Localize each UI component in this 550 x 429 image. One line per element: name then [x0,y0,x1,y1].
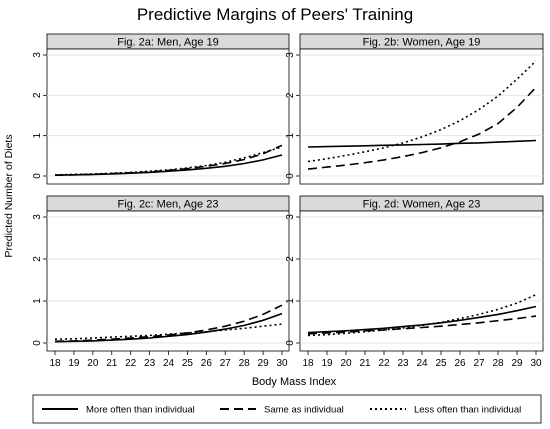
legend: More often than individual Same as indivi… [32,394,542,424]
plot-area [46,48,290,185]
x-tick-label: 21 [106,358,118,369]
panel-1: Fig. 2a: Men, Age 19 0 1 2 3 [32,33,290,185]
x-tick-label: 27 [220,358,232,369]
panel-4: Fig. 2d: Women, Age 23 0 1 2 3 [285,195,544,352]
y-tick-label: 2 [32,92,43,98]
series-line-less-often-than-individual [307,60,537,163]
panel-title: Fig. 2c: Men, Age 23 [118,199,219,211]
x-tick-label: 22 [378,358,390,369]
series-line-same-as-individual [54,144,283,176]
x-tick-label: 28 [239,358,251,369]
y-tick-label: 2 [32,256,43,262]
series-line-more-often-than-individual [307,305,537,334]
y-tick-label: 2 [285,256,296,262]
x-tick-label: 27 [473,358,485,369]
y-tick-label: 1 [32,132,43,138]
series-line-same-as-individual [307,86,537,170]
x-tick-label: 29 [258,358,270,369]
figure-title: Predictive Margins of Peers' Training [137,5,413,24]
x-tick-label: 19 [68,358,80,369]
x-tick-label: 25 [182,358,194,369]
series-line-more-often-than-individual [307,139,537,148]
x-tick-label: 26 [454,358,466,369]
x-tick-label: 23 [397,358,409,369]
plot-area [299,48,544,185]
y-tick-label: 3 [32,214,43,220]
x-tick-label: 21 [359,358,371,369]
x-tick-label: 26 [201,358,213,369]
x-tick-label: 19 [321,358,333,369]
x-tick-label: 22 [125,358,137,369]
panel-3: Fig. 2c: Men, Age 23 0 1 2 3 [32,195,290,352]
legend-label-same-as-individual: Same as individual [264,405,344,416]
y-tick-label: 3 [285,52,296,58]
legend-box [32,394,542,424]
panel-title: Fig. 2b: Women, Age 19 [363,37,481,49]
series-line-same-as-individual [54,304,283,343]
y-tick-label: 1 [285,298,296,304]
y-axis-label: Predicted Number of Diets [3,134,15,257]
x-tick-label: 30 [276,358,288,369]
series-line-less-often-than-individual [54,146,283,176]
x-tick-label: 24 [416,358,428,369]
x-tick-labels-right: 18 19 20 21 22 23 24 25 26 27 28 29 30 [302,351,542,369]
y-tick-label: 3 [32,52,43,58]
x-tick-label: 28 [492,358,504,369]
y-tick-label: 2 [285,92,296,98]
panel-title: Fig. 2d: Women, Age 23 [363,199,481,211]
y-tick-label: 0 [32,340,43,346]
panel-title: Fig. 2a: Men, Age 19 [117,37,219,49]
x-tick-label: 24 [163,358,175,369]
x-tick-labels-left: 18 19 20 21 22 23 24 25 26 27 28 29 30 [49,351,288,369]
legend-label-more-often-than-individual: More often than individual [86,405,195,416]
y-tick-label: 1 [285,132,296,138]
x-tick-label: 18 [302,358,314,369]
series-line-more-often-than-individual [54,312,283,343]
x-tick-label: 18 [49,358,61,369]
legend-label-less-often-than-individual: Less often than individual [414,405,521,416]
series-line-same-as-individual [307,315,537,335]
x-axis-label: Body Mass Index [252,376,337,388]
x-tick-label: 20 [340,358,352,369]
y-tick-label: 0 [32,173,43,179]
y-tick-label: 3 [285,214,296,220]
plot-area [299,210,544,352]
panel-2: Fig. 2b: Women, Age 19 0 1 2 3 [285,33,544,185]
x-tick-label: 20 [87,358,99,369]
x-tick-label: 25 [435,358,447,369]
y-tick-label: 0 [285,340,296,346]
x-tick-label: 30 [530,358,542,369]
x-tick-label: 23 [144,358,156,369]
y-tick-label: 0 [285,173,296,179]
x-tick-label: 29 [511,358,523,369]
plot-area [46,210,290,352]
y-tick-label: 1 [32,298,43,304]
